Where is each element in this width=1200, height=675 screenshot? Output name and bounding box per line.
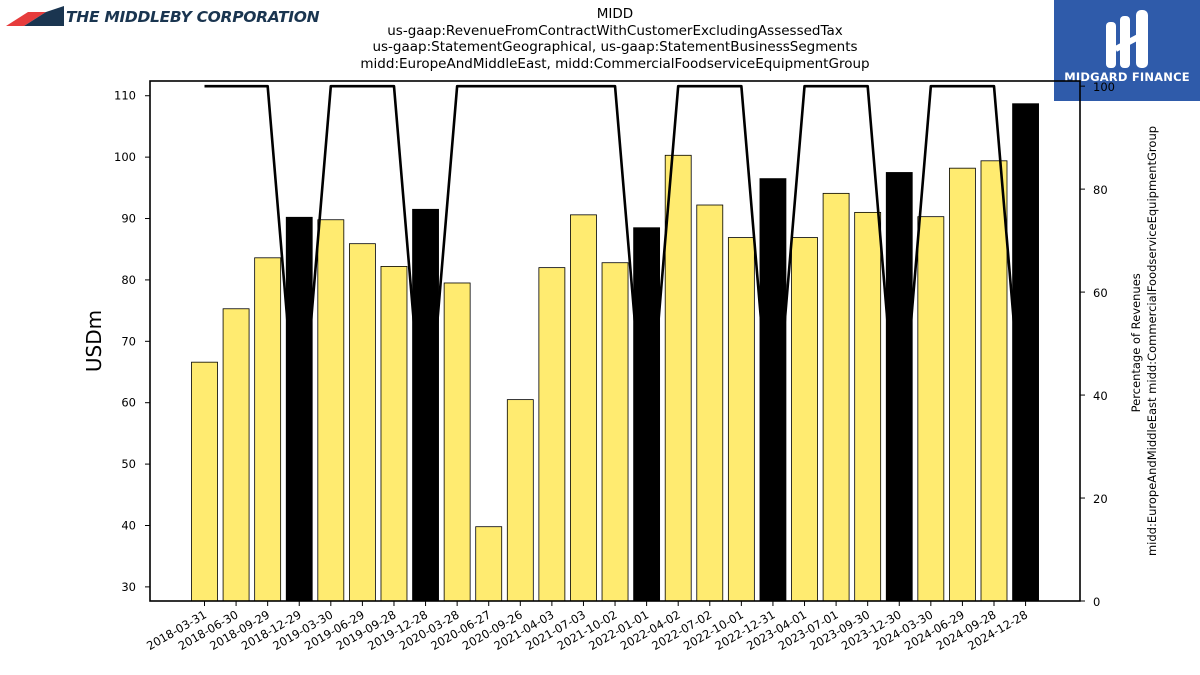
chart-title-line-4: midd:EuropeAndMiddleEast, midd:Commercia… xyxy=(360,55,870,72)
bar-2019-12-28 xyxy=(412,208,439,602)
midgard-logo-text: MIDGARD FINANCE xyxy=(1064,70,1190,84)
bar-2018-09-29 xyxy=(254,257,282,602)
bar-2022-01-01 xyxy=(633,227,661,602)
bar-2023-04-01 xyxy=(791,237,818,602)
middleby-logo-mark-icon xyxy=(6,6,64,26)
y2-tick-label-20: 20 xyxy=(1093,492,1108,506)
bar-2021-04-03 xyxy=(538,267,566,602)
y2-tick-label-40: 40 xyxy=(1093,389,1108,403)
y-tick-label-50: 50 xyxy=(121,457,136,471)
y-tick-label-100: 100 xyxy=(114,150,136,164)
bar-2020-06-27 xyxy=(475,526,503,602)
chart-title-line-2: us-gaap:RevenueFromContractWithCustomerE… xyxy=(387,22,843,39)
percentage-line xyxy=(204,84,1027,464)
chart-title: MIDD us-gaap:RevenueFromContractWithCust… xyxy=(300,6,930,72)
y2-tick-label-0: 0 xyxy=(1093,595,1100,609)
y2-axis-label: Percentage of Revenues midd:EuropeAndMid… xyxy=(1129,126,1159,556)
bar-2019-03-30 xyxy=(317,219,345,602)
bar-2020-09-26 xyxy=(506,399,534,602)
midgard-logo-mark-icon xyxy=(1106,10,1148,68)
y-tick-label-110: 110 xyxy=(114,89,136,103)
bar-2024-09-28 xyxy=(980,160,1008,602)
middleby-logo-text: THE MIDDLEBY CORPORATION xyxy=(66,8,320,26)
bar-2021-10-02 xyxy=(601,262,629,602)
y-tick-label-40: 40 xyxy=(121,518,136,532)
y-tick-label-70: 70 xyxy=(121,334,136,348)
chart-title-line-3: us-gaap:StatementGeographical, us-gaap:S… xyxy=(372,39,858,55)
bar-2019-06-29 xyxy=(348,243,376,602)
bars-group xyxy=(191,103,1039,602)
y-tick-label-30: 30 xyxy=(121,580,136,594)
y2-tick-label-60: 60 xyxy=(1093,286,1108,300)
bar-2022-12-31 xyxy=(759,178,787,602)
bar-2023-12-30 xyxy=(885,172,913,602)
bar-2022-10-01 xyxy=(727,237,755,602)
line-group xyxy=(204,84,1027,464)
bar-2020-03-28 xyxy=(443,282,471,602)
bar-2018-06-30 xyxy=(222,308,250,602)
midgard-finance-logo: MIDGARD FINANCE xyxy=(1054,0,1200,101)
bar-2021-07-03 xyxy=(570,214,597,602)
y2-axis-label-line-1: Percentage of Revenues xyxy=(1129,273,1143,412)
middleby-logo: THE MIDDLEBY CORPORATION xyxy=(6,4,320,30)
bar-2024-06-29 xyxy=(949,167,976,602)
chart-title-line-1: MIDD xyxy=(596,6,634,22)
y2-axis-label-line-2: midd:EuropeAndMiddleEast midd:Commercial… xyxy=(1145,126,1159,556)
bar-2023-09-30 xyxy=(854,211,882,602)
y-axis-label: USDm xyxy=(82,310,106,372)
bar-2022-04-02 xyxy=(664,154,692,602)
y-tick-label-90: 90 xyxy=(121,212,136,226)
bar-2022-07-02 xyxy=(696,204,724,602)
bar-2019-09-28 xyxy=(380,266,408,602)
y-tick-label-60: 60 xyxy=(121,396,136,410)
bar-2024-03-30 xyxy=(917,216,945,602)
bar-2023-07-01 xyxy=(822,192,850,602)
bar-2018-03-31 xyxy=(191,361,218,602)
y-tick-label-80: 80 xyxy=(121,273,136,287)
y2-tick-label-100: 100 xyxy=(1093,80,1115,94)
bar-2018-12-29 xyxy=(285,216,313,602)
y2-tick-label-80: 80 xyxy=(1093,183,1108,197)
